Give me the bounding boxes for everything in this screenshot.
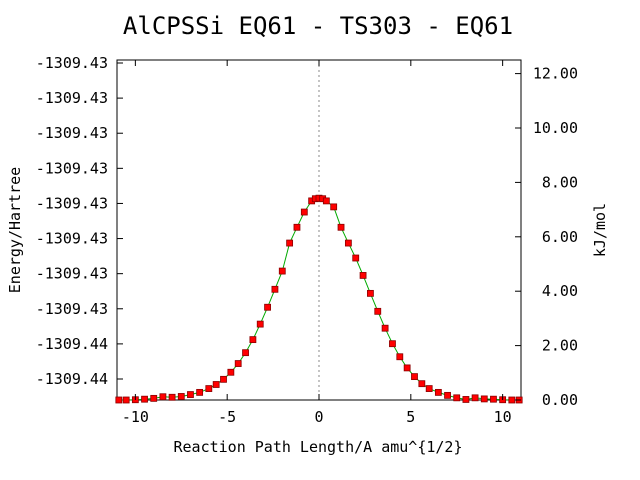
y-tick-label: -1309.44 [36, 370, 108, 388]
data-point [227, 368, 235, 376]
data-point [205, 385, 213, 392]
data-point [322, 197, 330, 205]
data-point [389, 340, 396, 348]
data-point [381, 324, 389, 332]
data-point [264, 303, 271, 311]
chart-title: AlCPSSi EQ61 - TS303 - EQ61 [123, 12, 513, 40]
data-point [490, 395, 497, 403]
data-point [444, 391, 451, 399]
y2-tick-label: 10.00 [533, 119, 578, 137]
data-point [196, 388, 204, 396]
data-point [330, 203, 338, 211]
data-point [293, 223, 301, 231]
data-point [453, 394, 461, 402]
data-point [425, 385, 433, 392]
y2-axis-ticks: 0.00 2.00 4.00 6.00 8.00 10.00 12.00 [515, 65, 578, 409]
data-point [115, 396, 123, 404]
y-tick-label: -1309.43 [36, 89, 108, 107]
y2-tick-label: 2.00 [542, 337, 578, 355]
data-point [480, 395, 488, 403]
y2-tick-label: 0.00 [542, 391, 578, 409]
data-point [220, 375, 227, 383]
data-point [300, 208, 308, 216]
data-point [271, 285, 279, 293]
y-tick-label: -1309.43 [36, 300, 108, 318]
data-point [344, 239, 352, 247]
data-point [286, 239, 294, 247]
data-point [212, 381, 220, 388]
data-point [249, 336, 257, 344]
y2-tick-label: 6.00 [542, 228, 578, 246]
data-point [418, 380, 426, 388]
data-point [187, 391, 194, 398]
x-tick-label: -10 [122, 408, 149, 426]
data-point [242, 349, 249, 357]
data-point [411, 373, 418, 381]
y-axis-label: Energy/Hartree [6, 167, 24, 293]
data-point [122, 396, 130, 404]
data-point [462, 396, 470, 403]
y-tick-label: -1309.43 [36, 230, 108, 248]
x-axis-label: Reaction Path Length/A amu^{1/2} [174, 438, 463, 456]
data-point [508, 396, 516, 404]
data-point [168, 393, 176, 401]
x-axis-ticks: -10 -5 0 5 10 [122, 60, 512, 426]
data-point [159, 393, 167, 401]
data-point [403, 364, 411, 372]
x-tick-label: -5 [218, 408, 236, 426]
x-tick-label: 0 [314, 408, 323, 426]
data-point [367, 289, 374, 297]
data-point [150, 394, 158, 402]
data-point [278, 267, 286, 275]
y2-tick-label: 4.00 [542, 282, 578, 300]
data-point [434, 388, 442, 396]
data-point [337, 223, 345, 231]
data-point [256, 320, 264, 328]
data-point [396, 353, 404, 361]
data-point [374, 307, 382, 315]
x-tick-label: 5 [406, 408, 415, 426]
data-point [352, 254, 360, 262]
data-point [177, 393, 185, 400]
y-tick-label: -1309.43 [36, 54, 108, 72]
data-point [471, 394, 479, 402]
data-point [359, 272, 367, 279]
y2-axis-label: kJ/mol [591, 203, 609, 257]
x-tick-label: 10 [494, 408, 512, 426]
y-tick-label: -1309.43 [36, 124, 108, 142]
data-point [141, 395, 148, 403]
y2-tick-label: 12.00 [533, 65, 578, 83]
y-tick-label: -1309.43 [36, 194, 108, 212]
data-point [234, 360, 242, 367]
y-tick-label: -1309.44 [36, 335, 108, 353]
y-tick-label: -1309.43 [36, 265, 108, 283]
y2-tick-label: 8.00 [542, 173, 578, 191]
y-tick-label: -1309.43 [36, 159, 108, 177]
y-axis-ticks: -1309.44 -1309.44 -1309.43 -1309.43 -1309.43… [36, 54, 123, 388]
energy-curve [118, 197, 520, 401]
